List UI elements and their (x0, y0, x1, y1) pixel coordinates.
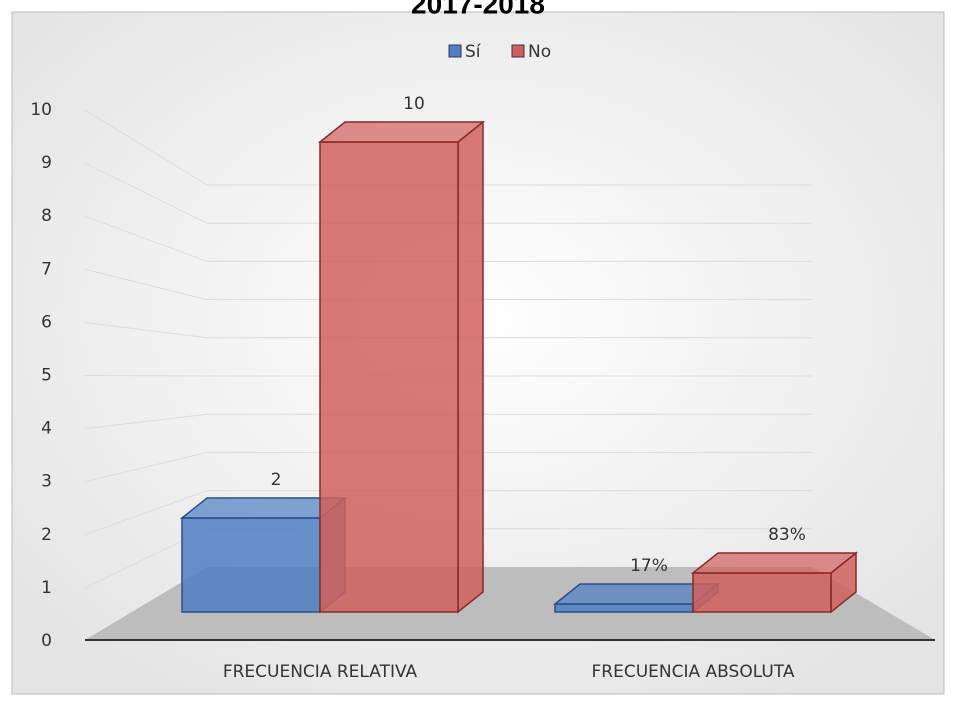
y-tick-label: 7 (41, 259, 52, 279)
bar (692, 572, 832, 613)
bar (319, 141, 459, 613)
grid-line (84, 162, 812, 224)
y-tick-label: 9 (41, 153, 52, 173)
legend-label: No (528, 42, 551, 62)
y-tick-label: 6 (41, 312, 52, 332)
grid-line (84, 109, 812, 186)
y-tick-label: 10 (30, 100, 52, 120)
y-tick-label: 5 (41, 366, 52, 386)
legend-label: Sí (465, 42, 482, 62)
grid-line (84, 375, 812, 377)
bar (554, 603, 694, 613)
bar (181, 517, 321, 613)
grid-line (84, 215, 812, 262)
x-tick-label: FRECUENCIA ABSOLUTA (592, 662, 795, 682)
legend-swatch (448, 44, 462, 58)
chart-title: 2017-2018 (411, 0, 545, 19)
data-label: 10 (403, 94, 425, 114)
legend-swatch (511, 44, 525, 58)
data-label: 83% (768, 525, 806, 545)
grid-line (84, 451, 812, 483)
bar-top (317, 121, 486, 143)
bar-side (457, 120, 484, 614)
y-tick-label: 1 (41, 578, 52, 598)
y-tick-label: 2 (41, 525, 52, 545)
y-tick-label: 3 (41, 472, 52, 492)
data-label: 17% (630, 556, 668, 576)
y-tick-label: 8 (41, 206, 52, 226)
grid-line (84, 321, 812, 339)
grid-line (84, 490, 812, 536)
grid-line (84, 268, 812, 301)
data-label: 2 (271, 470, 282, 490)
grid-line (84, 413, 812, 430)
x-tick-label: FRECUENCIA RELATIVA (223, 662, 418, 682)
bar-top (690, 552, 859, 574)
y-tick-label: 0 (41, 631, 52, 651)
y-tick-label: 4 (41, 419, 52, 439)
